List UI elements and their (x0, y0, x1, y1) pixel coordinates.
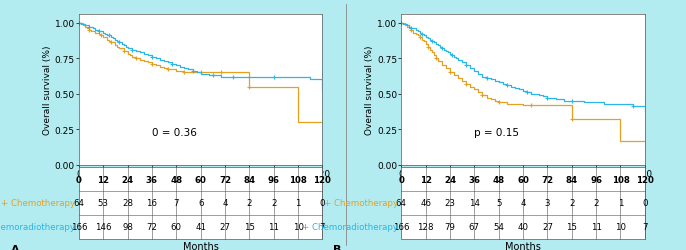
Text: 98: 98 (122, 222, 133, 231)
Text: 2: 2 (569, 199, 575, 207)
Text: 7: 7 (174, 199, 179, 207)
Text: 24: 24 (444, 175, 456, 184)
Text: 64: 64 (73, 199, 84, 207)
Text: 11: 11 (591, 222, 602, 231)
Text: 54: 54 (493, 222, 504, 231)
Text: 36: 36 (469, 175, 480, 184)
Text: 0 = 0.36: 0 = 0.36 (152, 127, 197, 137)
Text: 12: 12 (97, 175, 109, 184)
Text: Months: Months (505, 241, 541, 250)
Text: 5: 5 (496, 199, 501, 207)
Text: 1: 1 (295, 199, 301, 207)
Text: 40: 40 (517, 222, 529, 231)
Text: 41: 41 (195, 222, 206, 231)
Text: 3: 3 (545, 199, 550, 207)
Text: 2: 2 (593, 199, 599, 207)
Y-axis label: Overall survival (%): Overall survival (%) (365, 46, 375, 134)
Text: 27: 27 (220, 222, 230, 231)
Text: 72: 72 (219, 175, 231, 184)
Text: 2: 2 (246, 199, 252, 207)
Text: 108: 108 (611, 175, 630, 184)
Text: 96: 96 (268, 175, 280, 184)
Text: 79: 79 (445, 222, 456, 231)
Text: 6: 6 (198, 199, 204, 207)
Text: 84: 84 (566, 175, 578, 184)
Text: 0: 0 (320, 199, 325, 207)
Text: 0: 0 (76, 175, 82, 184)
Text: 4: 4 (222, 199, 228, 207)
Text: 10: 10 (615, 222, 626, 231)
Text: 10: 10 (292, 222, 304, 231)
Text: 11: 11 (268, 222, 279, 231)
Text: + Chemotherapy: + Chemotherapy (1, 199, 75, 207)
Text: 72: 72 (146, 222, 158, 231)
Text: 2: 2 (271, 199, 276, 207)
Text: 48: 48 (493, 175, 505, 184)
Text: 36: 36 (146, 175, 158, 184)
Text: 60: 60 (517, 175, 529, 184)
Text: 14: 14 (469, 199, 480, 207)
Text: 166: 166 (393, 222, 410, 231)
Text: 60: 60 (195, 175, 206, 184)
Y-axis label: Overall survival (%): Overall survival (%) (43, 46, 52, 134)
Text: 28: 28 (122, 199, 133, 207)
Text: Months: Months (182, 241, 219, 250)
Text: 60: 60 (171, 222, 182, 231)
Text: 15: 15 (566, 222, 578, 231)
Text: 146: 146 (95, 222, 112, 231)
Text: 27: 27 (542, 222, 553, 231)
Text: 4: 4 (520, 199, 526, 207)
Text: 0: 0 (642, 199, 648, 207)
Text: 53: 53 (97, 199, 109, 207)
Text: 16: 16 (146, 199, 158, 207)
Text: 72: 72 (541, 175, 554, 184)
Text: 7: 7 (320, 222, 325, 231)
Text: + Chemotherapy: + Chemotherapy (324, 199, 398, 207)
Text: 84: 84 (244, 175, 255, 184)
Text: 64: 64 (396, 199, 407, 207)
Text: 67: 67 (469, 222, 480, 231)
Text: 120: 120 (314, 175, 331, 184)
Text: 48: 48 (170, 175, 182, 184)
Text: 108: 108 (289, 175, 307, 184)
Text: 0: 0 (399, 175, 404, 184)
Text: B: B (333, 244, 342, 250)
Text: 15: 15 (244, 222, 255, 231)
Text: A: A (11, 244, 19, 250)
Text: 96: 96 (590, 175, 602, 184)
Text: 24: 24 (121, 175, 134, 184)
Text: + Chemoradiotherapy: + Chemoradiotherapy (0, 222, 75, 231)
Text: 23: 23 (445, 199, 456, 207)
Text: 166: 166 (71, 222, 87, 231)
Text: 128: 128 (417, 222, 434, 231)
Text: p = 0.15: p = 0.15 (474, 127, 519, 137)
Text: 12: 12 (420, 175, 431, 184)
Text: 120: 120 (636, 175, 654, 184)
Text: 46: 46 (420, 199, 431, 207)
Text: 7: 7 (642, 222, 648, 231)
Text: 1: 1 (617, 199, 624, 207)
Text: + Chemoradiotherapy: + Chemoradiotherapy (302, 222, 398, 231)
